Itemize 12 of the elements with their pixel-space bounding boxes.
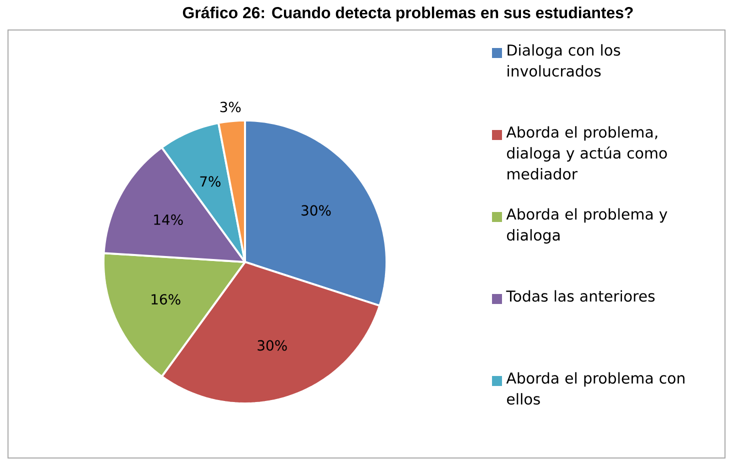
data-label: 7% (200, 176, 220, 187)
data-label: 16% (152, 294, 180, 305)
data-label: 30% (258, 340, 287, 351)
legend-label: Aborda el problema y dialoga (506, 208, 668, 244)
legend-label: Aborda el problema, dialoga y actúa como mediador (506, 126, 667, 180)
data-label: 3% (220, 102, 241, 112)
legend-label: Aborda el problema con ellos (506, 372, 684, 405)
data-label: 30% (302, 205, 331, 216)
chart-title: Gráfico 26: Cuando detecta problemas en sus estudiantes? (182, 6, 633, 22)
legend-label: Dialoga con los involucrados (508, 44, 620, 77)
data-label: 14% (154, 214, 183, 225)
legend-label: Todas las anteriores (506, 290, 655, 302)
